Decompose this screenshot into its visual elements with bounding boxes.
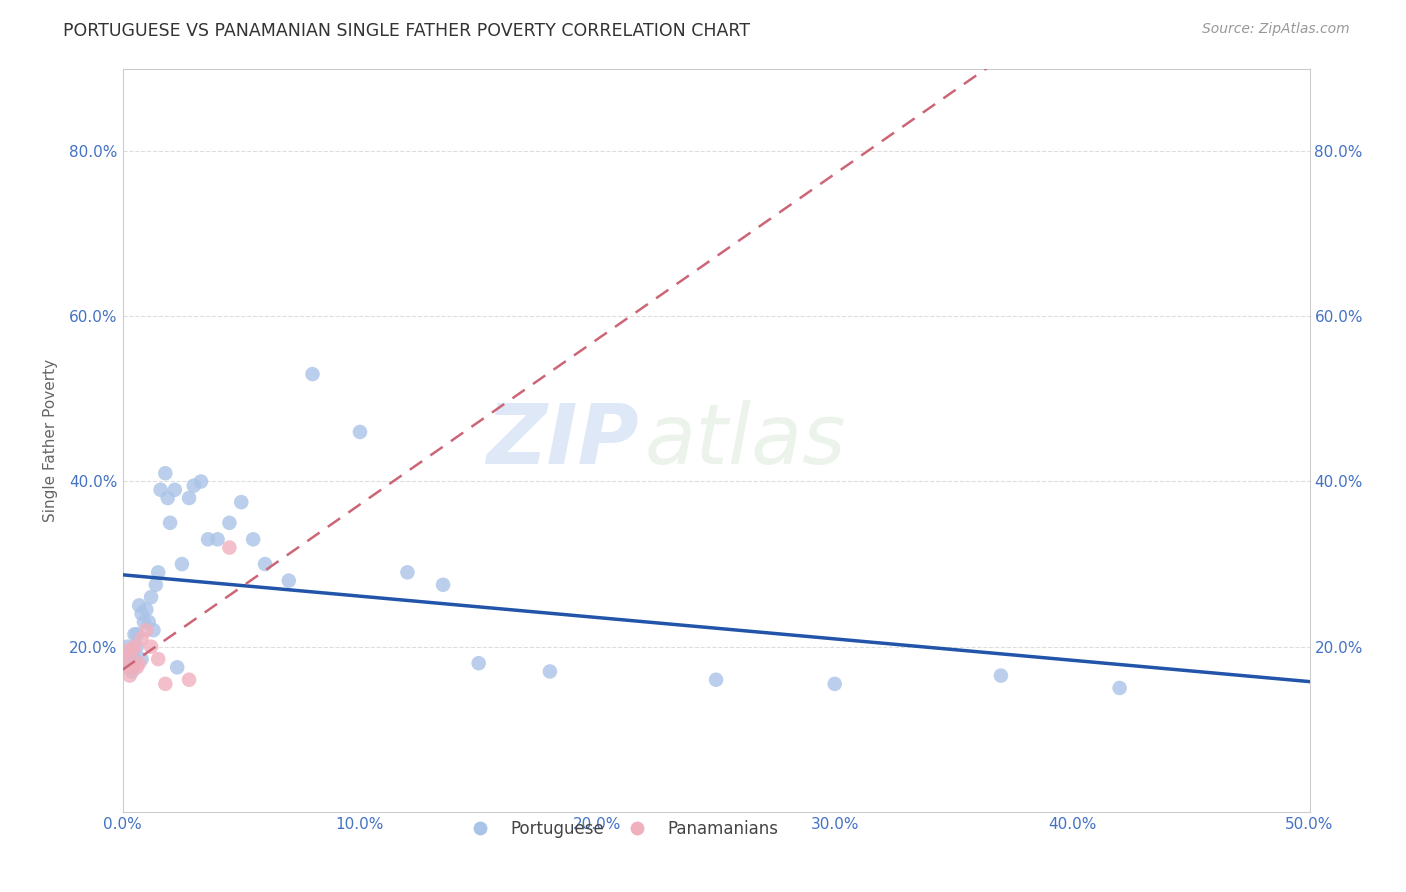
Point	[135, 623, 157, 637]
Point	[396, 566, 419, 580]
Point	[139, 640, 162, 654]
Point	[149, 483, 172, 497]
Point	[118, 660, 141, 674]
Point	[183, 478, 205, 492]
Point	[148, 566, 170, 580]
Point	[121, 660, 143, 674]
Point	[135, 602, 157, 616]
Point	[231, 495, 253, 509]
Point	[538, 665, 561, 679]
Point	[156, 491, 179, 505]
Point	[125, 640, 148, 654]
Point	[128, 657, 150, 671]
Point	[207, 533, 229, 547]
Point	[242, 533, 264, 547]
Point	[118, 652, 141, 666]
Point	[131, 607, 153, 621]
Point	[218, 516, 240, 530]
Point	[121, 665, 143, 679]
Point	[177, 491, 200, 505]
Point	[990, 668, 1012, 682]
Point	[704, 673, 727, 687]
Point	[467, 657, 489, 671]
Text: ZIP: ZIP	[486, 400, 638, 481]
Text: atlas: atlas	[645, 400, 846, 481]
Point	[432, 578, 454, 592]
Point	[117, 640, 139, 654]
Point	[148, 652, 170, 666]
Point	[128, 599, 150, 613]
Point	[155, 677, 177, 691]
Point	[131, 652, 153, 666]
Point	[349, 425, 371, 439]
Point	[142, 623, 165, 637]
Point	[114, 644, 136, 658]
Point	[125, 627, 148, 641]
Point	[197, 533, 219, 547]
Point	[1108, 681, 1130, 695]
Point	[124, 652, 146, 666]
Legend: Portuguese, Panamanians: Portuguese, Panamanians	[457, 814, 785, 845]
Text: Source: ZipAtlas.com: Source: ZipAtlas.com	[1202, 22, 1350, 37]
Point	[117, 652, 139, 666]
Point	[138, 615, 160, 629]
Point	[121, 644, 143, 658]
Point	[170, 557, 193, 571]
Point	[155, 467, 177, 481]
Point	[277, 574, 299, 588]
Point	[190, 475, 212, 489]
Point	[117, 648, 139, 662]
Point	[159, 516, 181, 530]
Point	[163, 483, 186, 497]
Point	[824, 677, 846, 691]
Point	[166, 660, 188, 674]
Point	[121, 644, 143, 658]
Point	[131, 632, 153, 646]
Point	[139, 590, 162, 604]
Point	[145, 578, 167, 592]
Point	[118, 668, 141, 682]
Point	[253, 557, 276, 571]
Text: PORTUGUESE VS PANAMANIAN SINGLE FATHER POVERTY CORRELATION CHART: PORTUGUESE VS PANAMANIAN SINGLE FATHER P…	[63, 22, 751, 40]
Y-axis label: Single Father Poverty: Single Father Poverty	[44, 359, 58, 522]
Point	[125, 660, 148, 674]
Point	[124, 640, 146, 654]
Point	[124, 627, 146, 641]
Point	[117, 660, 139, 674]
Point	[218, 541, 240, 555]
Point	[177, 673, 200, 687]
Point	[301, 367, 323, 381]
Point	[132, 615, 155, 629]
